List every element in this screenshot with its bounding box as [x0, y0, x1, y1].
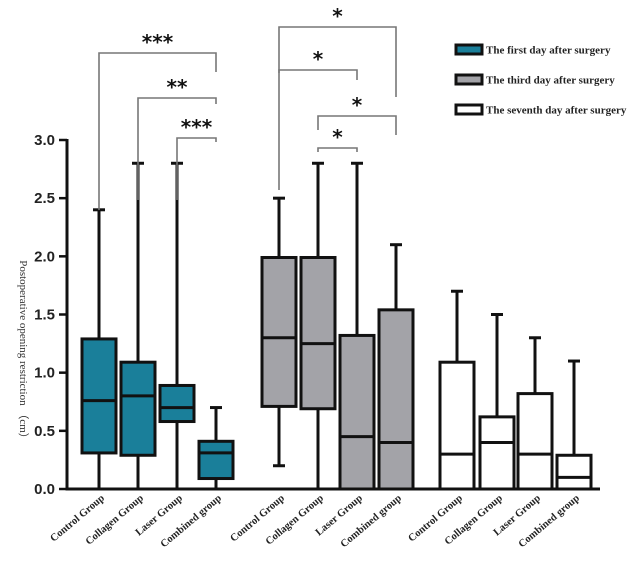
box-iqr — [119, 360, 157, 457]
box-iqr — [478, 415, 516, 491]
significance-label: *** — [142, 30, 174, 54]
y-tick-label: 1.5 — [34, 307, 55, 324]
box-1-2 — [338, 161, 376, 491]
bracket-line — [278, 69, 358, 190]
significance-bracket: * — [317, 93, 397, 135]
y-tick-label: 3.0 — [34, 132, 55, 149]
bracket-line — [278, 26, 397, 97]
significance-label: * — [332, 125, 343, 149]
box-iqr — [377, 308, 415, 491]
legend: The first day after surgery The third day… — [454, 43, 627, 117]
bracket-line — [317, 147, 358, 152]
box-iqr — [438, 360, 476, 491]
box-1-3 — [377, 243, 415, 491]
significance-label: * — [352, 93, 363, 117]
legend-item: The third day after surgery — [454, 73, 615, 87]
significance-bracket: *** — [176, 115, 217, 200]
significance-brackets: ************ — [98, 4, 397, 210]
significance-label: * — [332, 4, 343, 28]
box-0-3 — [197, 406, 235, 489]
y-axis: 0.0 0.5 1.0 1.5 2.0 2.5 3.0 — [34, 132, 69, 498]
significance-label: ** — [167, 75, 188, 99]
significance-label: *** — [181, 115, 213, 139]
legend-swatch — [454, 103, 484, 116]
box-0-1 — [119, 161, 157, 489]
box-iqr — [260, 255, 298, 408]
significance-bracket: * — [278, 4, 397, 97]
box-0-0 — [80, 208, 118, 489]
box-iqr — [299, 255, 337, 411]
bracket-line — [176, 137, 217, 200]
y-tick-label: 2.5 — [34, 190, 55, 207]
boxes — [80, 161, 593, 491]
legend-swatch — [454, 73, 484, 86]
bracket-line — [98, 52, 217, 210]
legend-item: The seventh day after surgery — [454, 103, 627, 117]
legend-label: The third day after surgery — [486, 75, 615, 87]
legend-label: The seventh day after surgery — [486, 105, 627, 117]
bracket-line — [317, 115, 397, 135]
legend-item: The first day after surgery — [454, 43, 611, 57]
box-iqr — [197, 439, 235, 481]
y-tick-label: 1.0 — [34, 365, 55, 382]
y-tick-label: 0.0 — [34, 481, 55, 498]
box-0-2 — [158, 161, 196, 489]
box-iqr — [516, 392, 554, 491]
significance-label: * — [313, 47, 324, 71]
box-1-1 — [299, 161, 337, 489]
legend-label: The first day after surgery — [486, 45, 611, 57]
significance-bracket: * — [278, 47, 358, 190]
y-tick-label: 0.5 — [34, 423, 55, 440]
bracket-line — [137, 97, 217, 200]
box-iqr — [158, 383, 196, 424]
y-tick-label: 2.0 — [34, 248, 55, 265]
y-axis-title: Postoperative opening restriction （cm） — [17, 260, 30, 444]
box-1-0 — [260, 196, 298, 468]
box-2-3 — [555, 359, 593, 491]
significance-bracket: * — [317, 125, 358, 152]
box-iqr — [80, 337, 118, 455]
box-2-0 — [438, 289, 476, 491]
legend-swatch — [454, 43, 484, 56]
box-2-1 — [478, 313, 516, 491]
significance-bracket: *** — [98, 30, 217, 210]
significance-bracket: ** — [137, 75, 217, 200]
box-iqr — [555, 453, 593, 491]
box-iqr — [338, 333, 376, 491]
box-2-2 — [516, 336, 554, 491]
